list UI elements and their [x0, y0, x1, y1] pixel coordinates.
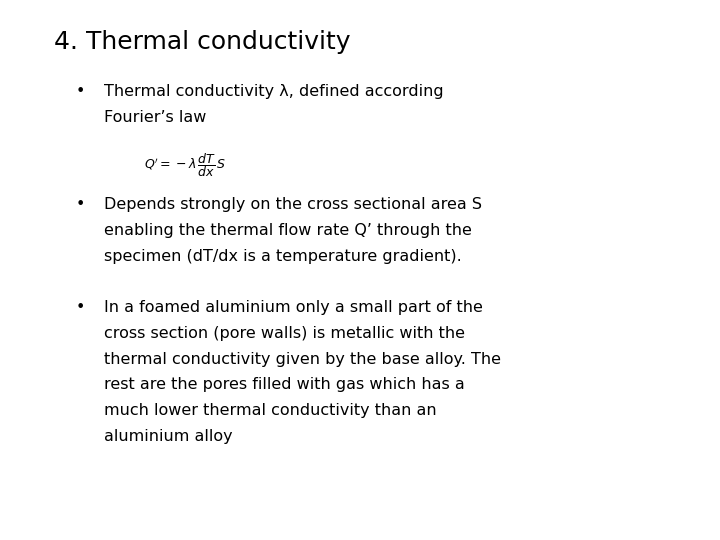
Text: Thermal conductivity λ, defined according: Thermal conductivity λ, defined accordin… — [104, 84, 444, 99]
Text: cross section (pore walls) is metallic with the: cross section (pore walls) is metallic w… — [104, 326, 465, 341]
Text: enabling the thermal flow rate Q’ through the: enabling the thermal flow rate Q’ throug… — [104, 223, 472, 238]
Text: Depends strongly on the cross sectional area S: Depends strongly on the cross sectional … — [104, 197, 482, 212]
Text: •: • — [76, 197, 85, 212]
Text: rest are the pores filled with gas which has a: rest are the pores filled with gas which… — [104, 377, 465, 393]
Text: $\mathit{Q^{\prime} = -\lambda\,\dfrac{dT}{dx}\,S}$: $\mathit{Q^{\prime} = -\lambda\,\dfrac{d… — [144, 151, 226, 179]
Text: 4. Thermal conductivity: 4. Thermal conductivity — [54, 30, 351, 53]
Text: Fourier’s law: Fourier’s law — [104, 110, 207, 125]
Text: In a foamed aluminium only a small part of the: In a foamed aluminium only a small part … — [104, 300, 483, 315]
Text: aluminium alloy: aluminium alloy — [104, 429, 233, 444]
Text: •: • — [76, 84, 85, 99]
Text: •: • — [76, 300, 85, 315]
Text: thermal conductivity given by the base alloy. The: thermal conductivity given by the base a… — [104, 352, 501, 367]
Text: much lower thermal conductivity than an: much lower thermal conductivity than an — [104, 403, 437, 418]
Text: specimen (dT/dx is a temperature gradient).: specimen (dT/dx is a temperature gradien… — [104, 249, 462, 264]
